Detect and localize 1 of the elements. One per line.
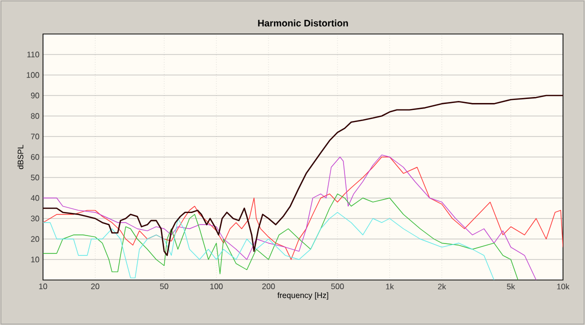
chart-title: Harmonic Distortion — [258, 20, 348, 26]
